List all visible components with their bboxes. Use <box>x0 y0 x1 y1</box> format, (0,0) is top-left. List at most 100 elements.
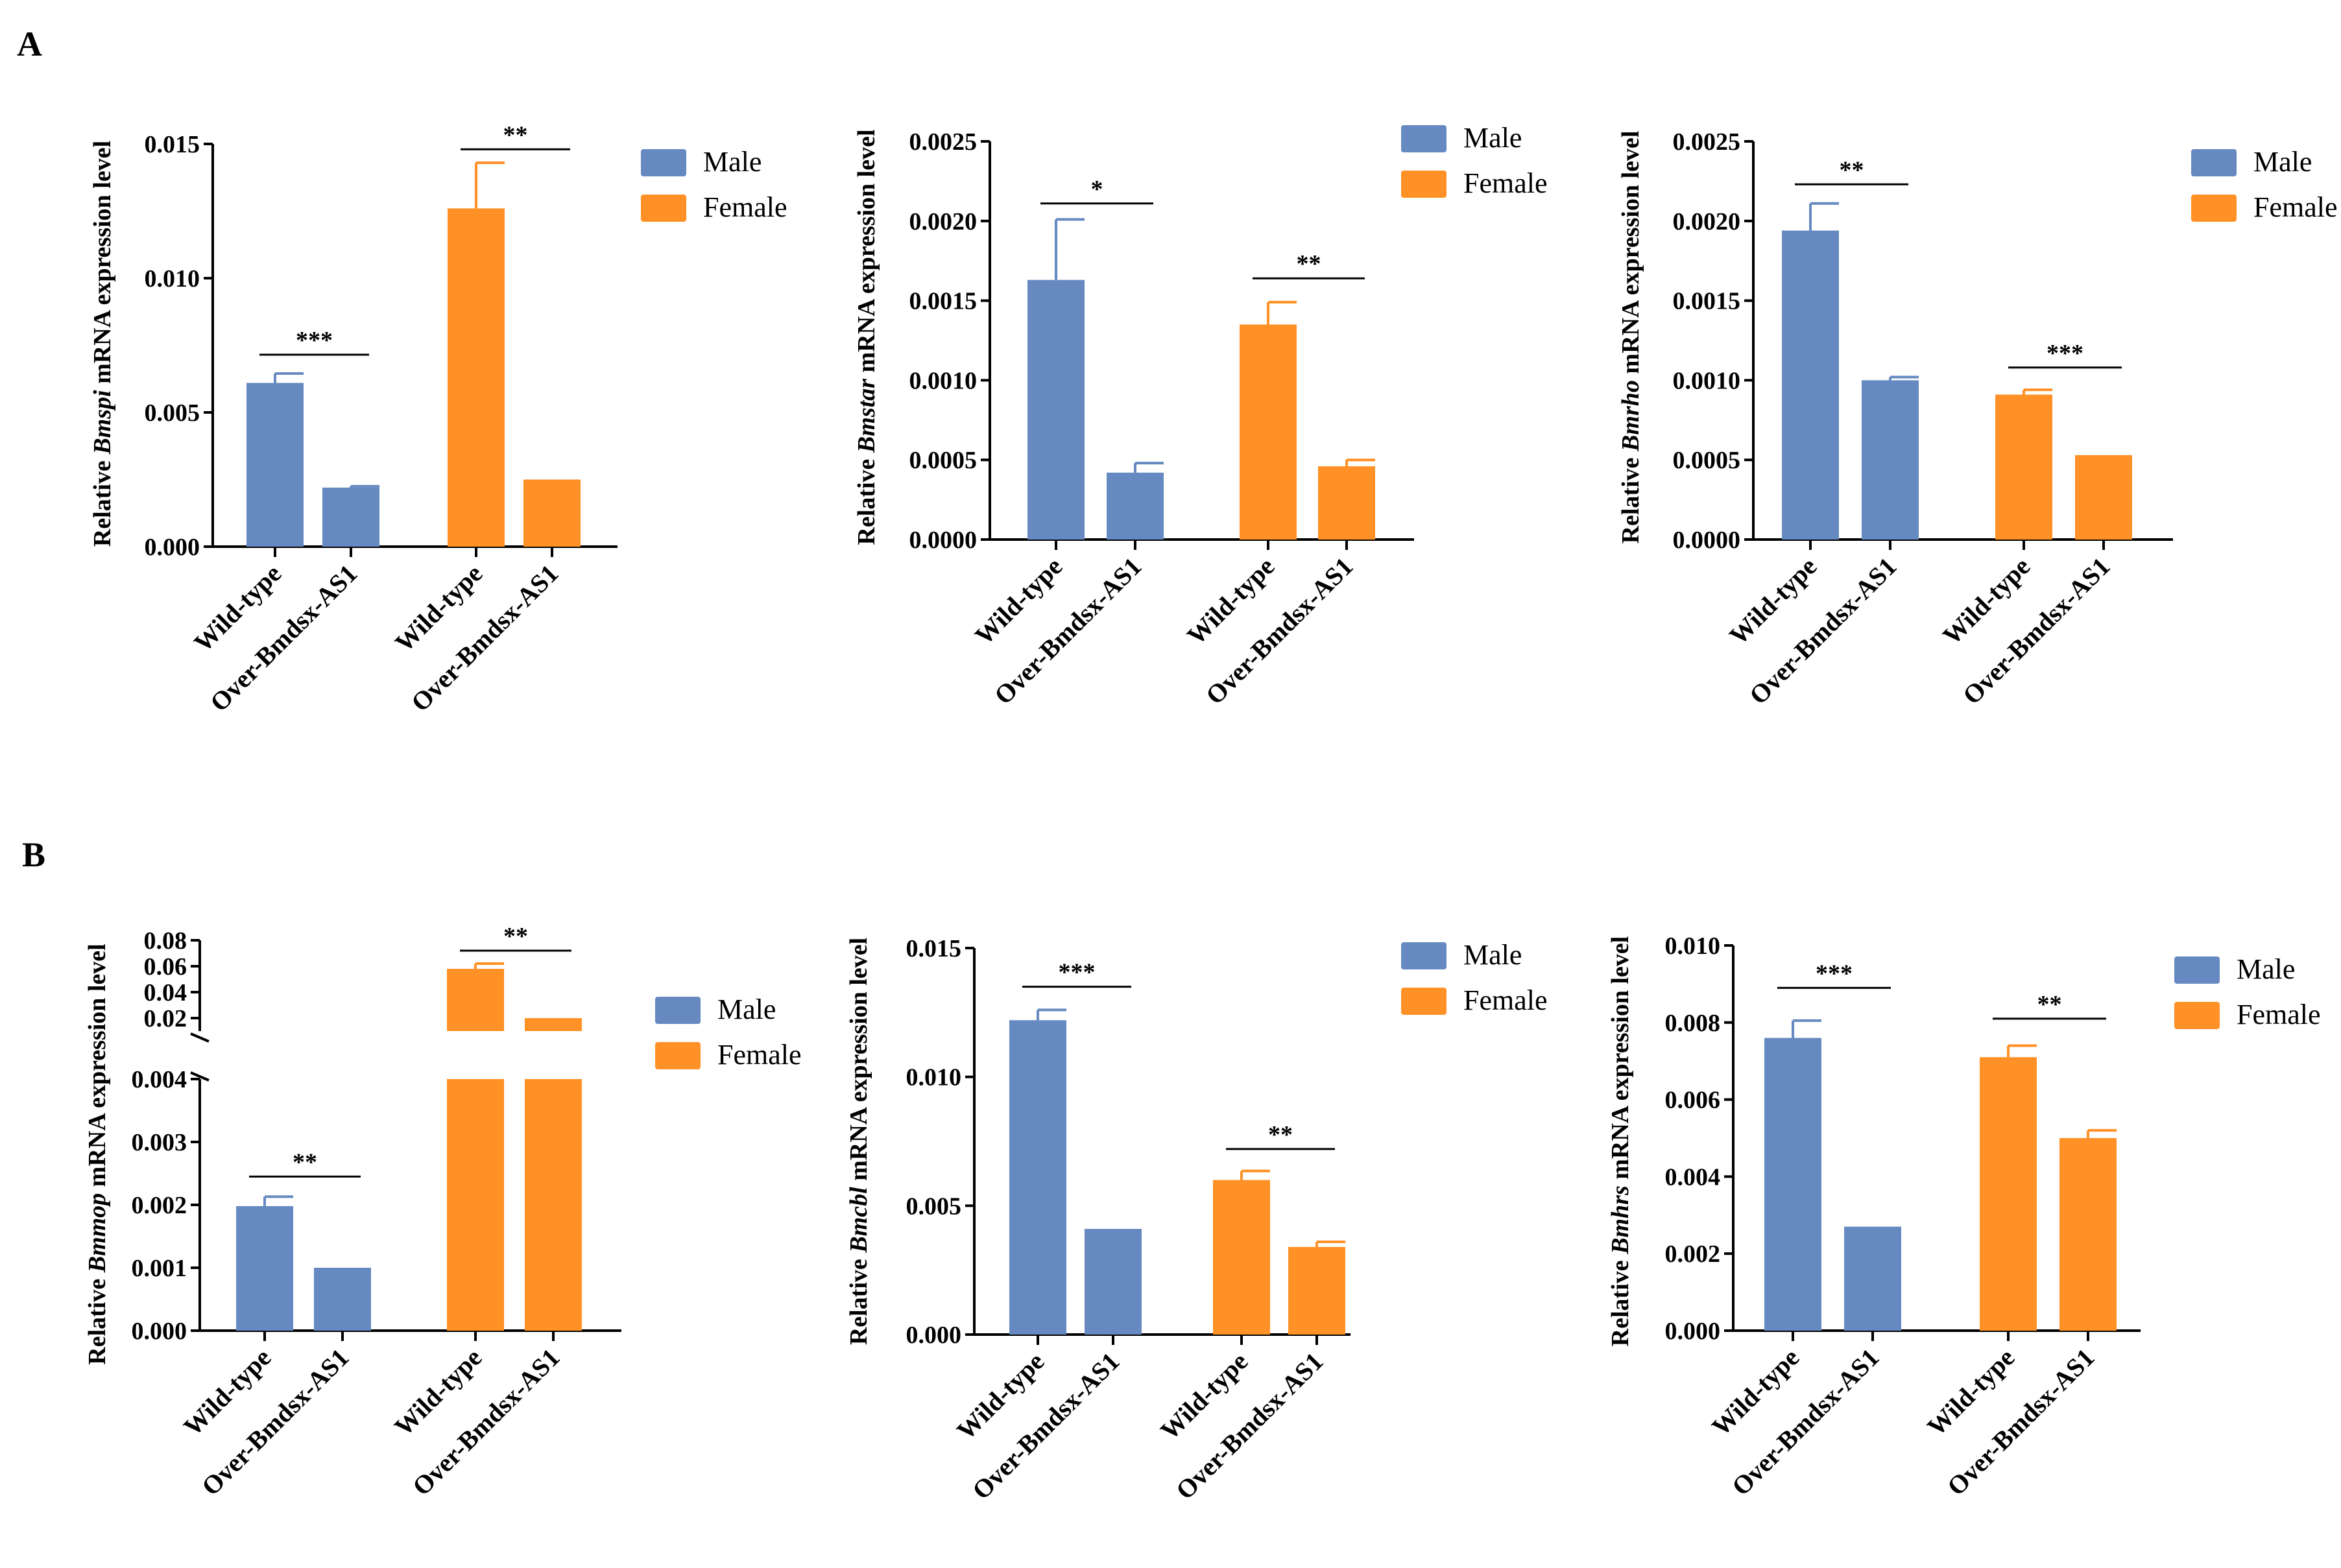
y-axis-label-suffix: mRNA expression level <box>1607 936 1634 1186</box>
axis-break-mark <box>190 1032 210 1043</box>
x-tick-label: Over-Bmdsx-AS1 <box>989 552 1147 710</box>
chart-bmhrs: 0.0000.0020.0040.0060.0080.010Wild-typeO… <box>1607 932 2321 1501</box>
significance-label: ** <box>1297 250 1321 278</box>
legend-label-female: Female <box>703 191 787 223</box>
y-tick-label: 0.02 <box>144 1005 187 1032</box>
y-tick-label: 0.001 <box>132 1255 187 1282</box>
y-axis-label-gene: Bmspi <box>89 390 116 455</box>
y-tick-label: 0.015 <box>145 131 200 158</box>
y-axis-label-suffix: mRNA expression level <box>84 944 111 1193</box>
bar <box>2075 455 2132 540</box>
y-axis-label-suffix: mRNA expression level <box>89 141 116 390</box>
bar <box>236 1206 293 1331</box>
bar <box>1288 1246 1345 1335</box>
significance-label: ** <box>2037 991 2062 1018</box>
legend-swatch-female <box>2174 1002 2220 1029</box>
significance-label: ** <box>293 1148 317 1176</box>
significance-label: * <box>1091 176 1103 203</box>
bar <box>447 1079 504 1331</box>
legend-swatch-male <box>2191 149 2237 176</box>
y-tick-label: 0.0025 <box>909 128 978 156</box>
bar <box>1027 279 1085 540</box>
y-axis-label-gene: Bmstar <box>853 378 880 453</box>
y-axis-label-suffix: mRNA expression level <box>845 938 872 1187</box>
y-tick-label: 0.0025 <box>1673 128 1741 156</box>
y-tick-label: 0.0000 <box>1673 527 1741 554</box>
chart-bmrho: 0.00000.00050.00100.00150.00200.0025Wild… <box>1617 128 2338 710</box>
y-tick-label: 0.015 <box>906 935 962 962</box>
legend-swatch-female <box>655 1042 701 1069</box>
y-tick-label: 0.0020 <box>1673 208 1741 235</box>
y-tick-label: 0.08 <box>144 927 187 955</box>
chart-bmspi: 0.0000.0050.0100.015Wild-typeOver-Bmdsx-… <box>89 121 787 717</box>
y-tick-label: 0.0005 <box>909 447 978 474</box>
legend-label-female: Female <box>2253 191 2338 223</box>
y-tick-label: 0.0020 <box>909 208 978 235</box>
bar <box>1980 1057 2037 1331</box>
x-tick-label: Over-Bmdsx-AS1 <box>1744 552 1902 710</box>
bar <box>246 383 304 547</box>
y-axis-label-prefix: Relative <box>853 453 880 545</box>
bar <box>1764 1038 1821 1331</box>
bar <box>525 1079 582 1331</box>
x-tick-label: Over-Bmdsx-AS1 <box>1957 552 2115 710</box>
y-tick-label: 0.000 <box>132 1318 187 1345</box>
y-axis-label-gene: Bmrho <box>1617 380 1644 452</box>
x-tick-label: Over-Bmdsx-AS1 <box>1200 552 1358 710</box>
significance-label: *** <box>296 327 333 354</box>
y-axis-label: Relative Bmrho mRNA expression level <box>1617 131 1644 544</box>
y-axis-label-prefix: Relative <box>1607 1254 1634 1346</box>
bar <box>1009 1020 1066 1335</box>
bar <box>1318 466 1375 540</box>
y-tick-label: 0.0010 <box>909 367 978 394</box>
legend-swatch-male <box>641 149 686 176</box>
significance-label: ** <box>503 121 528 148</box>
y-tick-label: 0.000 <box>906 1322 962 1349</box>
bar <box>1107 472 1164 540</box>
y-axis-label-gene: Bmmop <box>84 1193 111 1273</box>
bar <box>1844 1226 1901 1331</box>
significance-label: *** <box>1059 959 1096 986</box>
significance-label: *** <box>1816 960 1853 987</box>
y-tick-label: 0.005 <box>906 1193 962 1220</box>
legend-swatch-female <box>1401 988 1447 1015</box>
bar <box>523 479 581 547</box>
legend-label-female: Female <box>717 1039 802 1071</box>
y-axis-label-prefix: Relative <box>1617 451 1644 543</box>
y-tick-label: 0.005 <box>145 399 200 427</box>
bar <box>322 487 379 547</box>
legend-swatch-female <box>2191 195 2237 222</box>
y-axis-label-prefix: Relative <box>89 455 116 547</box>
chart-bmmop: 0.000 0.001 0.002 0.003 0.004 0.020.040.060.0… <box>84 923 802 1501</box>
bar <box>314 1268 371 1331</box>
panel-label-b: B <box>22 835 45 874</box>
y-tick-label: 0.004 <box>132 1066 187 1093</box>
y-axis-label: Relative Bmmop mRNA expression level <box>84 944 111 1364</box>
y-tick-label: 0.010 <box>145 265 200 292</box>
legend-swatch-male <box>1401 125 1447 152</box>
y-tick-label: 0.000 <box>145 534 200 561</box>
x-tick-label: Over-Bmdsx-AS1 <box>1941 1343 2100 1501</box>
y-tick-label: 0.003 <box>132 1129 187 1156</box>
significance-label: *** <box>2047 340 2083 367</box>
y-axis-label-gene: Bmcbl <box>845 1187 872 1253</box>
y-axis-label: Relative Bmstar mRNA expression level <box>853 129 880 545</box>
y-tick-label: 0.010 <box>1665 932 1721 960</box>
y-tick-label: 0.004 <box>1665 1163 1721 1191</box>
y-tick-label: 0.04 <box>144 979 187 1006</box>
chart-bmstar: 0.00000.00050.00100.00150.00200.0025Wild… <box>853 122 1548 710</box>
bar <box>1995 394 2052 540</box>
panel-label-a: A <box>17 25 42 64</box>
y-axis-label-suffix: mRNA expression level <box>853 129 880 379</box>
bar-upper-segment <box>447 969 504 1031</box>
y-axis-label: Relative Bmhrs mRNA expression level <box>1607 936 1634 1347</box>
bar <box>1862 380 1919 540</box>
legend-label-male: Male <box>1463 122 1522 154</box>
chart-bmcbl: 0.0000.0050.0100.015Wild-typeOver-Bmdsx-… <box>845 935 1548 1505</box>
legend-swatch-male <box>655 997 701 1024</box>
y-tick-label: 0.008 <box>1665 1010 1721 1037</box>
legend-label-male: Male <box>2237 953 2295 985</box>
legend-swatch-female <box>1401 171 1447 198</box>
y-axis-label-prefix: Relative <box>84 1272 111 1364</box>
